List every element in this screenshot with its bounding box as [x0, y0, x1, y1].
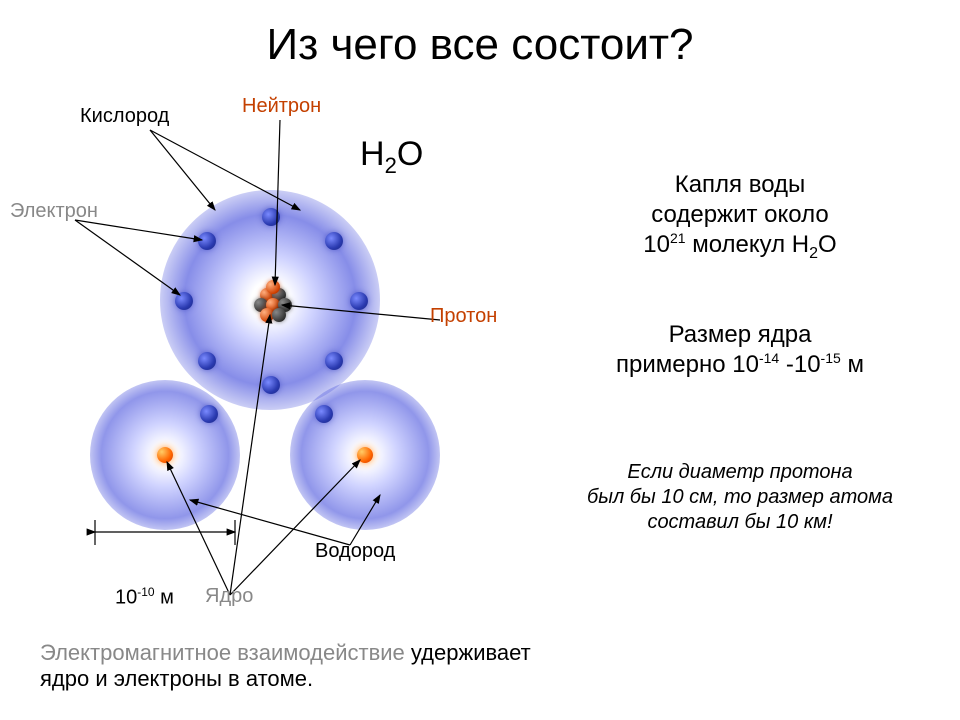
hydrogen-nucleus — [357, 447, 373, 463]
molecule-diagram: Кислород Нейтрон Электрон Протон Водород… — [20, 100, 500, 600]
proton — [266, 280, 280, 294]
label-electron: Электрон — [10, 200, 98, 223]
electron — [262, 208, 280, 226]
text-nucleus-size: Размер ядра примерно 10-14 -10-15 м — [540, 320, 940, 380]
label-nucleus: Ядро — [205, 585, 253, 608]
text-bottom: Электромагнитное взаимодействие удержива… — [40, 640, 531, 692]
electron — [198, 352, 216, 370]
label-proton: Протон — [430, 305, 497, 328]
electron — [175, 292, 193, 310]
label-oxygen: Кислород — [80, 105, 169, 128]
label-neutron: Нейтрон — [242, 95, 321, 118]
label-hydrogen: Водород — [315, 540, 395, 563]
text-drop: Капля воды содержит около 1021 молекул H… — [540, 170, 940, 264]
formula-h2o: H2O — [360, 135, 423, 179]
page-title: Из чего все состоит? — [266, 20, 693, 70]
electron — [350, 292, 368, 310]
neutron — [272, 308, 286, 322]
electron — [198, 232, 216, 250]
electron — [315, 405, 333, 423]
text-comparison: Если диаметр протона был бы 10 см, то ра… — [540, 460, 940, 535]
electron — [325, 232, 343, 250]
electron — [325, 352, 343, 370]
electron — [262, 376, 280, 394]
label-scale: 10-10 м — [115, 585, 174, 610]
hydrogen-nucleus — [157, 447, 173, 463]
electron — [200, 405, 218, 423]
